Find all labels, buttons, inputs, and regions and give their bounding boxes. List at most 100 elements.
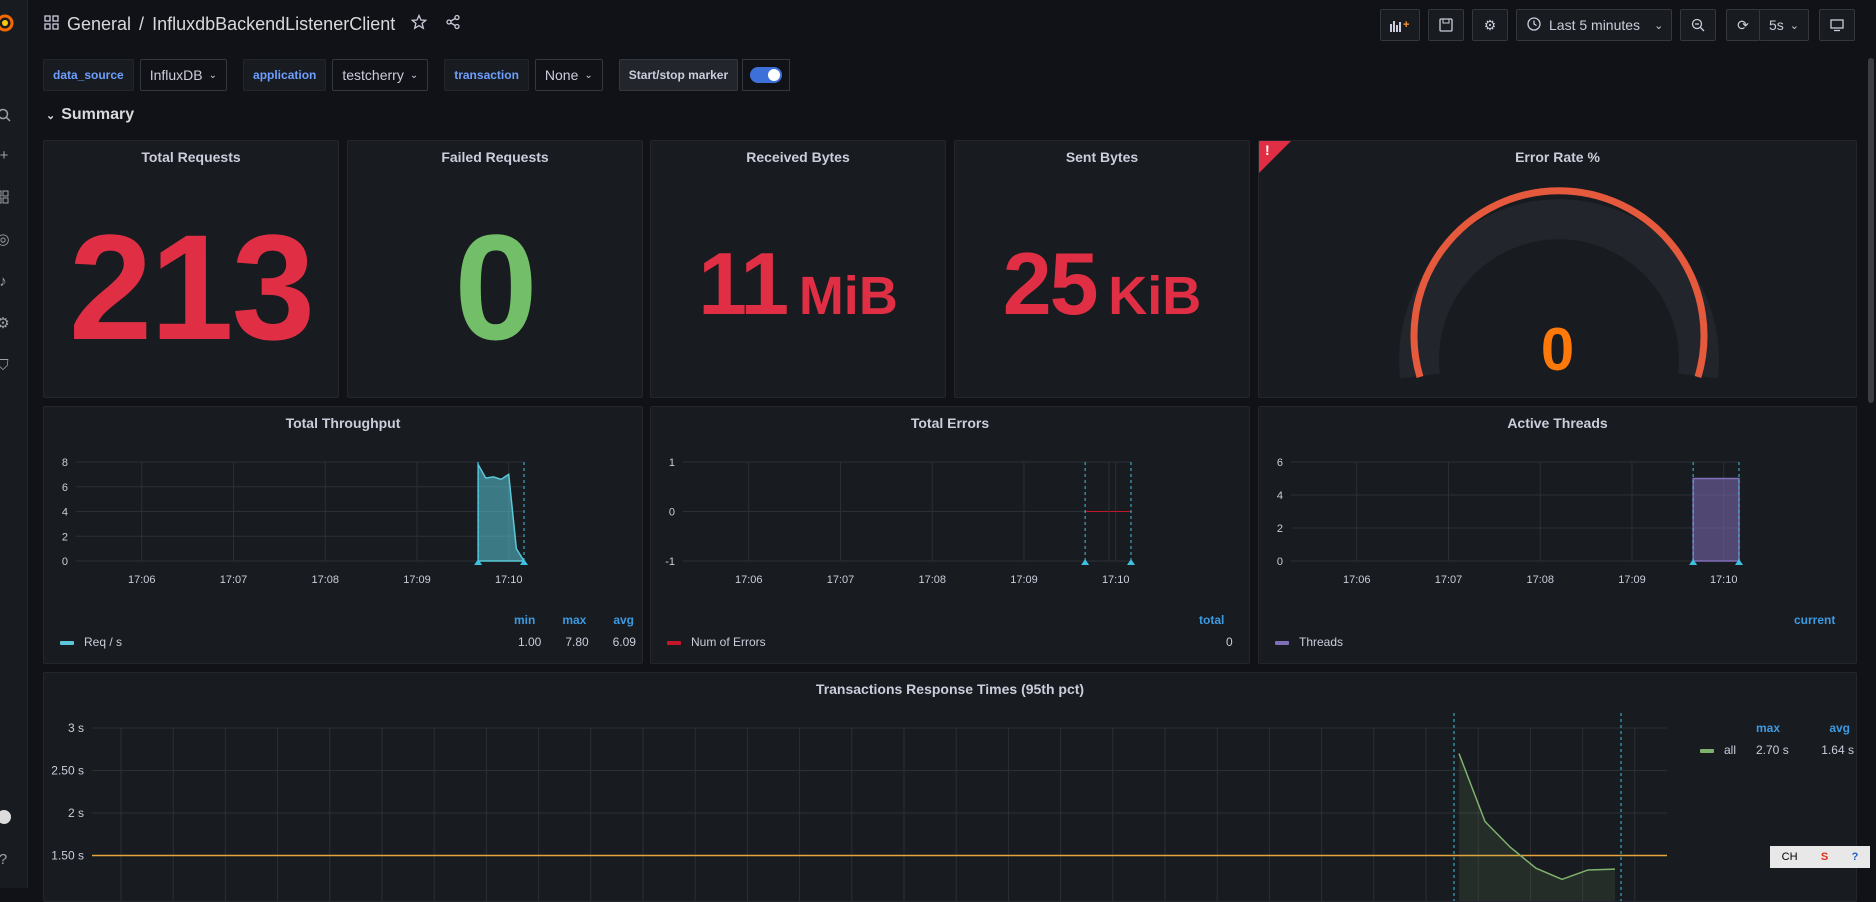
panel-error-rate[interactable]: ! Error Rate % 0 xyxy=(1258,140,1857,398)
x-tick-label: 17:08 xyxy=(918,574,946,586)
stat-value-row: 11 MiB xyxy=(651,233,945,335)
legend-item[interactable]: Threads xyxy=(1275,635,1343,649)
system-tray: CH S ? xyxy=(1770,846,1870,868)
x-tick-label: 17:06 xyxy=(1343,574,1371,586)
panel-sent-bytes[interactable]: Sent Bytes 25 KiB xyxy=(954,140,1250,398)
legend-values: 1.00 7.80 6.09 xyxy=(518,635,636,649)
alerting-bell-icon[interactable]: ♪ xyxy=(0,274,11,290)
search-icon[interactable] xyxy=(0,108,12,124)
dashboard-grid-icon xyxy=(44,15,59,35)
stat-value: 11 xyxy=(698,234,787,333)
configuration-gear-icon[interactable]: ⚙ xyxy=(0,316,11,332)
panel-received-bytes[interactable]: Received Bytes 11 MiB xyxy=(650,140,946,398)
x-tick-label: 17:07 xyxy=(1435,574,1463,586)
breadcrumb-separator: / xyxy=(139,14,144,35)
dashboards-icon[interactable] xyxy=(0,190,10,206)
refresh-button[interactable]: ⟳ xyxy=(1726,9,1760,41)
chevron-down-icon: ⌄ xyxy=(410,70,418,81)
dashboard-title[interactable]: InfluxdbBackendListenerClient xyxy=(152,14,395,35)
page-scrollbar[interactable] xyxy=(1868,58,1874,403)
sogou-icon[interactable]: S xyxy=(1821,851,1828,863)
legend-item[interactable]: Req / s xyxy=(60,635,122,649)
y-tick-label: 2.50 s xyxy=(51,764,84,778)
panel-title: Transactions Response Times (95th pct) xyxy=(44,681,1856,697)
y-tick-label: 6 xyxy=(62,482,68,494)
panel-response-times[interactable]: Transactions Response Times (95th pct) 1… xyxy=(43,672,1857,902)
time-picker-button[interactable]: Last 5 minutes ⌄ xyxy=(1516,9,1672,41)
refresh-interval-picker[interactable]: 5s ⌄ xyxy=(1759,9,1809,41)
x-tick-label: 17:07 xyxy=(827,574,855,586)
panel-title: Total Requests xyxy=(44,149,338,165)
y-tick-label: 2 xyxy=(1277,523,1283,535)
help-icon[interactable]: ? xyxy=(0,852,11,868)
save-dashboard-button[interactable] xyxy=(1428,9,1464,41)
add-panel-button[interactable]: + xyxy=(1380,9,1420,41)
legend-series-name: all xyxy=(1724,743,1736,757)
variable-select-application[interactable]: testcherry ⌄ xyxy=(332,59,428,91)
user-avatar-icon[interactable] xyxy=(0,810,12,826)
legend-value-avg: 6.09 xyxy=(613,635,636,649)
x-tick-label: 17:06 xyxy=(128,574,156,586)
y-tick-label: 0 xyxy=(669,507,675,519)
variable-label-application: application xyxy=(243,59,326,91)
tv-mode-button[interactable] xyxy=(1819,9,1855,41)
series-area xyxy=(1459,754,1615,902)
y-tick-label: 0 xyxy=(62,556,68,568)
svg-text:+: + xyxy=(1403,19,1409,31)
chevron-down-icon: ⌄ xyxy=(209,70,217,81)
explore-icon[interactable]: ◎ xyxy=(0,232,11,248)
grafana-logo-icon[interactable] xyxy=(0,14,12,30)
panel-title: Active Threads xyxy=(1259,415,1856,431)
legend-swatch xyxy=(1275,641,1289,645)
star-icon[interactable] xyxy=(411,14,427,35)
legend-header-min: min xyxy=(514,613,535,627)
x-tick-label: 17:09 xyxy=(1010,574,1038,586)
clock-icon xyxy=(1527,17,1541,34)
start-stop-marker-toggle-wrap xyxy=(742,59,790,91)
series-area xyxy=(1693,479,1739,562)
stat-value: 213 xyxy=(44,201,338,374)
annotation-marker xyxy=(1081,559,1089,565)
panel-total-requests[interactable]: Total Requests 213 xyxy=(43,140,339,398)
legend-values: 2.70 s 1.64 s xyxy=(1756,743,1854,757)
legend-item[interactable]: all xyxy=(1700,743,1736,757)
stat-value: 0 xyxy=(348,201,642,374)
start-stop-marker-toggle[interactable] xyxy=(750,67,782,83)
zoom-out-button[interactable] xyxy=(1680,9,1716,41)
chevron-down-icon: ⌄ xyxy=(1654,19,1663,32)
legend-value-avg: 1.64 s xyxy=(1821,743,1854,757)
legend-headers: min max avg xyxy=(514,613,634,627)
x-tick-label: 17:10 xyxy=(495,574,523,586)
x-tick-label: 17:07 xyxy=(220,574,248,586)
variable-select-transaction[interactable]: None ⌄ xyxy=(535,59,603,91)
start-stop-marker-label: Start/stop marker xyxy=(619,59,738,91)
legend-value-total: 0 xyxy=(1226,635,1233,649)
variable-select-data-source[interactable]: InfluxDB ⌄ xyxy=(140,59,227,91)
refresh-icon: ⟳ xyxy=(1737,17,1749,34)
dashboard-settings-button[interactable]: ⚙ xyxy=(1472,9,1508,41)
ime-indicator[interactable]: CH xyxy=(1782,851,1798,863)
breadcrumb: General / InfluxdbBackendListenerClient xyxy=(44,14,461,35)
chevron-down-icon: ⌄ xyxy=(1790,19,1799,32)
row-summary-toggle[interactable]: ⌄ Summary xyxy=(46,106,134,124)
legend-item[interactable]: Num of Errors xyxy=(667,635,766,649)
chevron-down-icon: ⌄ xyxy=(46,109,55,122)
variable-label-transaction: transaction xyxy=(444,59,529,91)
help-icon[interactable]: ? xyxy=(1852,851,1859,863)
stat-value-row: 25 KiB xyxy=(955,233,1249,335)
chevron-down-icon: ⌄ xyxy=(584,70,592,81)
template-variables: data_source InfluxDB ⌄ application testc… xyxy=(43,58,790,92)
plus-icon[interactable]: + xyxy=(0,148,12,164)
legend-value-max: 7.80 xyxy=(565,635,588,649)
shield-icon[interactable]: ⛉ xyxy=(0,358,11,374)
panel-failed-requests[interactable]: Failed Requests 0 xyxy=(347,140,643,398)
y-tick-label: 4 xyxy=(1277,490,1283,502)
legend-header-total: total xyxy=(1199,613,1224,627)
share-icon[interactable] xyxy=(445,14,461,35)
legend-series-name: Threads xyxy=(1299,635,1343,649)
breadcrumb-folder[interactable]: General xyxy=(67,14,131,35)
